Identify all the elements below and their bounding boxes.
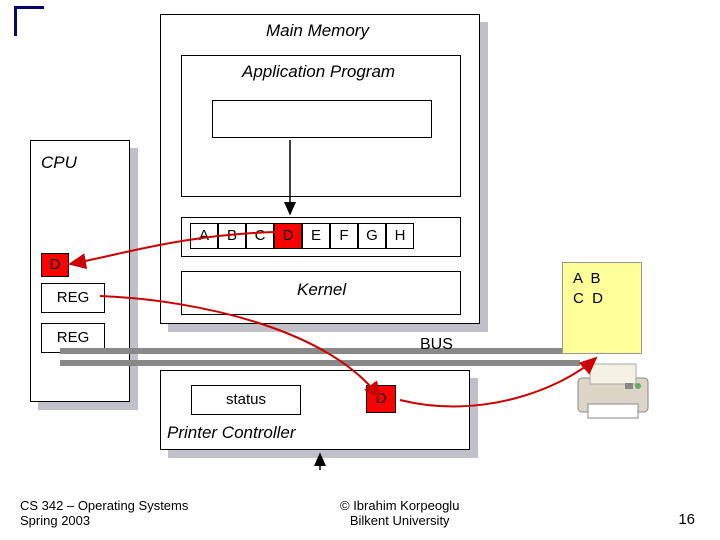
status-box: status [191,385,301,415]
output-text: A B C D [573,270,603,307]
app-empty-box [212,100,432,138]
cpu-d-cell: D [41,253,69,277]
footer-copyright: © Ibrahim Korpeoglu [340,498,459,513]
cell-d: D [274,223,302,249]
bus-bar-top [60,348,580,354]
main-memory-title: Main Memory [266,21,369,41]
footer-center: © Ibrahim Korpeoglu Bilkent University [340,498,459,528]
cpu-reg1: REG [41,283,105,313]
controller-d-cell: D [366,385,396,413]
kernel-box: Kernel [181,271,461,315]
cells-outer: ABCDEFGH [181,217,461,257]
cpu-d-text: D [50,256,61,273]
slide-corner [14,6,44,36]
cpu-title: CPU [41,153,77,173]
printer-icon [570,358,660,428]
kernel-label: Kernel [297,280,346,300]
app-program-title: Application Program [242,62,395,82]
cell-f: F [330,223,358,249]
bus-label: BUS [420,336,453,354]
footer-page: 16 [678,511,695,528]
footer-term: Spring 2003 [20,513,90,528]
cpu-reg2-label: REG [57,329,90,346]
cell-b: B [218,223,246,249]
controller-title: Printer Controller [167,423,296,443]
controller-d-text: D [376,390,387,407]
cell-g: G [358,223,386,249]
footer-left: CS 342 – Operating Systems Spring 2003 [20,498,188,528]
main-memory-box: Main Memory Application Program ABCDEFGH… [160,14,480,324]
controller-box: status D Printer Controller [160,370,470,450]
cpu-reg1-label: REG [57,289,90,306]
cell-h: H [386,223,414,249]
footer-university: Bilkent University [350,513,450,528]
footer-course: CS 342 – Operating Systems [20,498,188,513]
cell-a: A [190,223,218,249]
bus-bar-bottom [60,360,580,366]
output-paper: A B C D [562,262,642,354]
status-label: status [226,391,266,408]
cell-e: E [302,223,330,249]
app-program-box: Application Program [181,55,461,197]
cell-c: C [246,223,274,249]
